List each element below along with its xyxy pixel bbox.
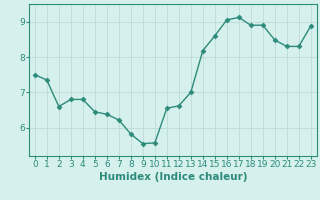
X-axis label: Humidex (Indice chaleur): Humidex (Indice chaleur) bbox=[99, 172, 247, 182]
